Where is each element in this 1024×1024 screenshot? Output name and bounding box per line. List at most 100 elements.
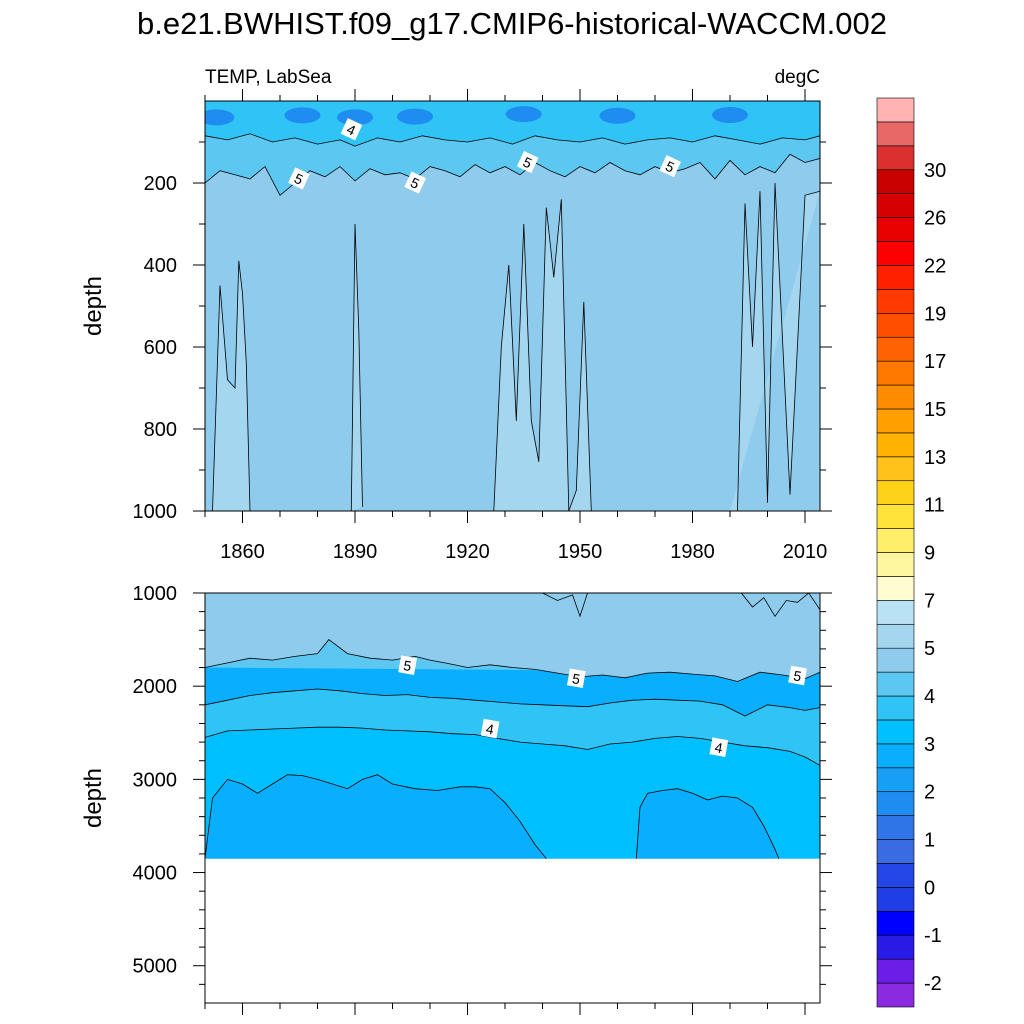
lower-band-top (205, 593, 820, 682)
colorbar-swatch (876, 600, 915, 625)
contour-label-text: 4 (714, 739, 725, 756)
upper-isoline (493, 199, 592, 511)
lower-isoline (542, 593, 588, 618)
upper-ytick-label: 600 (144, 337, 177, 359)
colorbar-label: 1 (924, 830, 935, 852)
colorbar-swatch (876, 958, 915, 984)
upper-ylabel: depth (80, 276, 107, 336)
upper-xtick-label: 1860 (220, 541, 265, 563)
lower-isoline (635, 788, 780, 859)
colorbar-label: 13 (924, 447, 946, 469)
lower-isoline (740, 593, 820, 618)
colorbar-label: 11 (924, 495, 945, 517)
colorbar-swatch (876, 552, 915, 577)
upper-ytick-label: 400 (144, 255, 177, 277)
lower-isoline (205, 639, 820, 682)
upper-contour-labels: 4 5 5 5 5 (288, 118, 682, 194)
upper-cold-patch (505, 106, 542, 123)
colorbar-label: 9 (924, 543, 935, 565)
colorbar-swatch (876, 456, 915, 482)
colorbar-swatch (876, 767, 915, 793)
lower-contour-label: 5 (788, 665, 807, 686)
colorbar-swatch (876, 671, 915, 697)
colorbar-swatch (876, 384, 915, 410)
colorbar-swatch (876, 743, 915, 769)
upper-xtick-label: 1950 (558, 541, 603, 563)
colorbar-label: 3 (924, 734, 935, 756)
lower-isoline (205, 726, 820, 766)
upper-warm-plume (730, 183, 820, 511)
contour-label-box (288, 167, 310, 190)
contour-label-text: 4 (485, 720, 496, 737)
colorbar-swatch (876, 145, 915, 171)
colorbar-label: 4 (924, 686, 935, 708)
colorbar-label: 17 (924, 351, 946, 373)
lower-contour-label: 4 (480, 718, 500, 739)
contour-label-box (659, 155, 682, 178)
colorbar-swatch (876, 839, 915, 864)
colorbar-swatch (876, 97, 915, 123)
contour-label-text: 5 (402, 657, 413, 674)
colorbar-swatch (876, 576, 915, 601)
contour-label-text: 5 (792, 667, 803, 684)
upper-isoline (730, 182, 820, 511)
colorbar-swatch (876, 791, 915, 816)
colorbar-swatch (876, 408, 915, 434)
upper-contour-label: 5 (659, 155, 682, 178)
upper-contour-label: 5 (516, 150, 539, 174)
lower-fill-layer (205, 593, 820, 859)
upper-axes: 200 400 600 800 1000 1860 1890 1920 1950 1980 2010 (133, 89, 832, 563)
contour-label-box (516, 150, 539, 174)
upper-fill-layer (205, 101, 820, 511)
lower-isoline (205, 688, 820, 717)
colorbar-swatch (876, 887, 915, 912)
upper-xtick-label: 2010 (783, 541, 828, 563)
upper-warm-plume (212, 260, 250, 511)
colorbar-swatch (876, 217, 915, 242)
lower-panel: 5 5 5 4 4 1000 2000 3000 4000 5000 depth (80, 583, 832, 1015)
upper-ytick-label: 1000 (133, 501, 178, 523)
colorbar-label: 30 (924, 160, 946, 182)
upper-contour-label: 4 (340, 118, 363, 141)
upper-contour-label: 5 (404, 171, 427, 194)
lower-ytick-label: 2000 (133, 676, 178, 698)
upper-xtick-label: 1890 (333, 541, 378, 563)
colorbar-swatch (876, 312, 915, 338)
upper-cold-patch (712, 106, 748, 123)
colorbar-label: 22 (924, 255, 946, 277)
colorbar-label: 19 (924, 303, 946, 325)
colorbar-swatch (876, 911, 915, 936)
colorbar-swatch (876, 528, 915, 553)
lower-ytick-label: 3000 (133, 769, 178, 791)
contour-label-box (788, 665, 807, 686)
colorbar: -2 -1 0 1 2 3 4 5 7 9 11 13 15 17 19 22 26 30 (876, 97, 946, 1008)
colorbar-swatch (876, 647, 915, 673)
colorbar-swatch (876, 432, 915, 458)
figure-title: b.e21.BWHIST.f09_g17.CMIP6-historical-WA… (137, 6, 887, 41)
upper-ytick-label: 200 (144, 173, 177, 195)
lower-band-45 (205, 689, 820, 766)
upper-cold-patch (284, 107, 321, 124)
lower-cold-dome (636, 788, 779, 859)
upper-isoline (205, 153, 820, 196)
upper-cold-patch (337, 109, 373, 126)
upper-cold-patch (397, 108, 433, 125)
upper-isoline (205, 133, 820, 147)
lower-isoline (205, 774, 547, 859)
colorbar-swatch (876, 241, 915, 266)
colorbar-swatch (876, 121, 915, 147)
variable-region-label: TEMP, LabSea (205, 67, 332, 88)
colorbar-swatch (876, 695, 915, 721)
lower-ytick-label: 1000 (133, 583, 178, 605)
colorbar-swatch (876, 265, 915, 290)
colorbar-swatch (876, 719, 915, 745)
colorbar-swatch (876, 623, 915, 649)
colorbar-label: 7 (924, 590, 935, 612)
lower-contour-lines (205, 593, 820, 859)
lower-contour-labels: 5 5 5 4 4 (398, 655, 807, 757)
lower-ytick-label: 5000 (133, 956, 178, 978)
upper-xtick-label: 1920 (445, 541, 490, 563)
upper-contour-label: 5 (288, 167, 310, 190)
upper-xtick-label: 1980 (670, 541, 715, 563)
colorbar-swatch (876, 815, 915, 840)
